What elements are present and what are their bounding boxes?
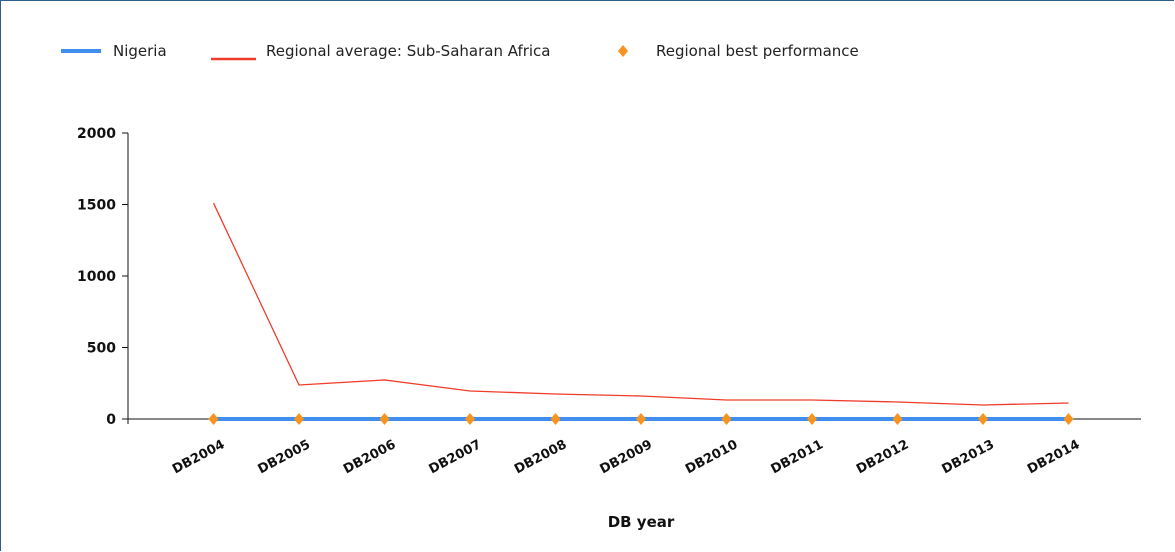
series-marker bbox=[978, 413, 988, 425]
legend-label: Regional best performance bbox=[656, 42, 859, 60]
x-tick-label: DB2007 bbox=[427, 437, 484, 477]
x-tick-label: DB2009 bbox=[598, 437, 655, 477]
legend-swatch bbox=[618, 45, 628, 57]
y-tick-label: 2000 bbox=[77, 126, 116, 142]
x-tick-label: DB2004 bbox=[170, 437, 227, 477]
legend-label: Regional average: Sub-Saharan Africa bbox=[266, 42, 551, 60]
series-marker bbox=[294, 413, 304, 425]
x-tick-label: DB2013 bbox=[940, 437, 997, 477]
legend-label: Nigeria bbox=[113, 42, 167, 60]
y-tick-label: 1000 bbox=[77, 269, 116, 285]
x-axis-title: DB year bbox=[608, 513, 675, 531]
series-marker bbox=[721, 413, 732, 425]
y-tick-label: 500 bbox=[87, 341, 116, 357]
x-tick-label: DB2005 bbox=[256, 437, 313, 477]
series-marker bbox=[807, 413, 817, 425]
series-marker bbox=[636, 413, 646, 425]
series-line bbox=[212, 202, 1069, 406]
y-tick-label: 1500 bbox=[77, 198, 116, 214]
x-tick-label: DB2008 bbox=[512, 437, 569, 477]
x-tick-label: DB2010 bbox=[683, 437, 740, 477]
x-tick-label: DB2014 bbox=[1025, 437, 1082, 477]
series-marker bbox=[892, 413, 903, 425]
series-marker bbox=[379, 413, 390, 425]
x-tick-label: DB2011 bbox=[769, 437, 826, 477]
series-marker bbox=[465, 413, 475, 425]
series-marker bbox=[1063, 413, 1074, 425]
series-marker bbox=[550, 413, 561, 425]
x-tick-label: DB2006 bbox=[341, 437, 398, 477]
series-marker bbox=[208, 413, 219, 425]
x-tick-label: DB2012 bbox=[854, 437, 911, 477]
y-tick-label: 0 bbox=[106, 412, 116, 428]
